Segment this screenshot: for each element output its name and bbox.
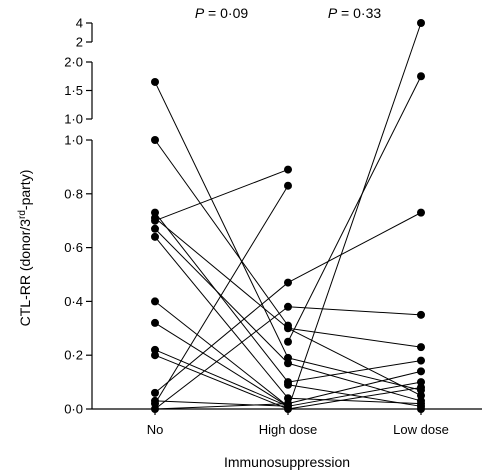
subject-line xyxy=(154,236,289,399)
data-point xyxy=(284,278,292,287)
data-point xyxy=(417,356,425,365)
subject-line xyxy=(287,327,422,348)
data-point xyxy=(151,216,159,225)
subject-line xyxy=(287,370,422,405)
subject-line xyxy=(154,322,289,407)
data-point xyxy=(417,72,425,81)
y-tick-label: 2 xyxy=(76,35,83,50)
data-point xyxy=(417,19,425,27)
p-value-annotations: P = 0·09 P = 0·33 xyxy=(195,5,382,21)
data-point xyxy=(151,351,159,360)
y-tick-label: 2·0 xyxy=(64,55,83,70)
data-point xyxy=(151,224,159,233)
subject-line xyxy=(287,76,422,342)
subject-line xyxy=(154,400,289,407)
subject-line xyxy=(154,301,289,407)
p-symbol: P xyxy=(328,5,338,21)
y-tick-label: 1·5 xyxy=(64,83,83,98)
data-point xyxy=(417,208,425,217)
data-point xyxy=(284,302,292,311)
subject-line xyxy=(154,185,289,404)
subject-line xyxy=(287,360,422,383)
data-point xyxy=(284,181,292,190)
subject-line xyxy=(154,282,289,394)
subject-line xyxy=(287,357,422,391)
subject-line xyxy=(154,306,289,410)
y-tick-label: 0·8 xyxy=(64,186,83,201)
subject-line xyxy=(154,349,289,407)
data-point xyxy=(417,343,425,352)
data-point xyxy=(284,337,292,346)
x-tick-label: High dose xyxy=(259,422,318,437)
data-point xyxy=(417,383,425,392)
y-tick-label: 1·0 xyxy=(64,133,83,148)
x-tick-label: No xyxy=(147,422,164,437)
y-tick-label: 4 xyxy=(76,16,83,31)
data-point xyxy=(284,324,292,333)
x-axis-title: Immunosuppression xyxy=(224,454,350,470)
data-point xyxy=(284,359,292,368)
data-point xyxy=(151,232,159,241)
p-value-label: P = 0·09 xyxy=(195,5,249,21)
y-axis-title-tail: -party) xyxy=(17,170,33,210)
subject-line xyxy=(287,212,422,284)
subject-line xyxy=(154,81,289,359)
data-point xyxy=(151,77,159,86)
y-tick-label: 1·0 xyxy=(64,112,83,127)
y-tick-label: 0·2 xyxy=(64,348,83,363)
data-point xyxy=(151,405,159,413)
p-value-label: P = 0·33 xyxy=(328,5,382,21)
subject-line xyxy=(287,381,422,407)
subject-line xyxy=(154,139,289,326)
p-value-text: = 0·09 xyxy=(204,5,248,21)
y-tick-label: 0·6 xyxy=(64,240,83,255)
subject-line xyxy=(154,228,289,364)
subject-lines xyxy=(154,22,422,410)
y-axis-title: CTL-RR (donor/3rd-party) xyxy=(17,170,34,327)
data-point xyxy=(417,310,425,319)
subject-line xyxy=(154,354,289,410)
data-point xyxy=(151,297,159,306)
data-point xyxy=(417,405,425,413)
y-tick-label: 0·0 xyxy=(64,402,83,417)
data-point xyxy=(151,136,159,144)
subject-line xyxy=(287,22,422,410)
y-axis: 0·0 0·2 0·4 0·6 0·8 1·0 1·0 1·5 2·0 2 4 xyxy=(64,16,93,417)
x-tick-label: Low dose xyxy=(393,422,449,437)
subject-line xyxy=(154,403,289,410)
data-point xyxy=(284,399,292,408)
y-tick-label: 0·4 xyxy=(64,294,83,309)
p-symbol: P xyxy=(195,5,205,21)
subject-line xyxy=(287,397,422,405)
data-point xyxy=(284,380,292,389)
subject-line xyxy=(154,212,289,383)
subject-line xyxy=(287,386,422,410)
x-axis: No High dose Low dose xyxy=(92,408,482,437)
data-point xyxy=(151,318,159,327)
y-axis-title-main: CTL-RR (donor/3 xyxy=(17,219,33,327)
subject-line xyxy=(154,169,289,222)
y-axis-title-superscript: rd xyxy=(17,210,28,219)
p-value-text: = 0·33 xyxy=(337,5,381,21)
subject-line xyxy=(287,362,422,402)
data-point xyxy=(417,367,425,376)
subject-line xyxy=(287,306,422,316)
subject-line xyxy=(154,217,289,329)
data-points xyxy=(151,19,425,413)
data-point xyxy=(284,165,292,174)
data-point xyxy=(151,388,159,397)
